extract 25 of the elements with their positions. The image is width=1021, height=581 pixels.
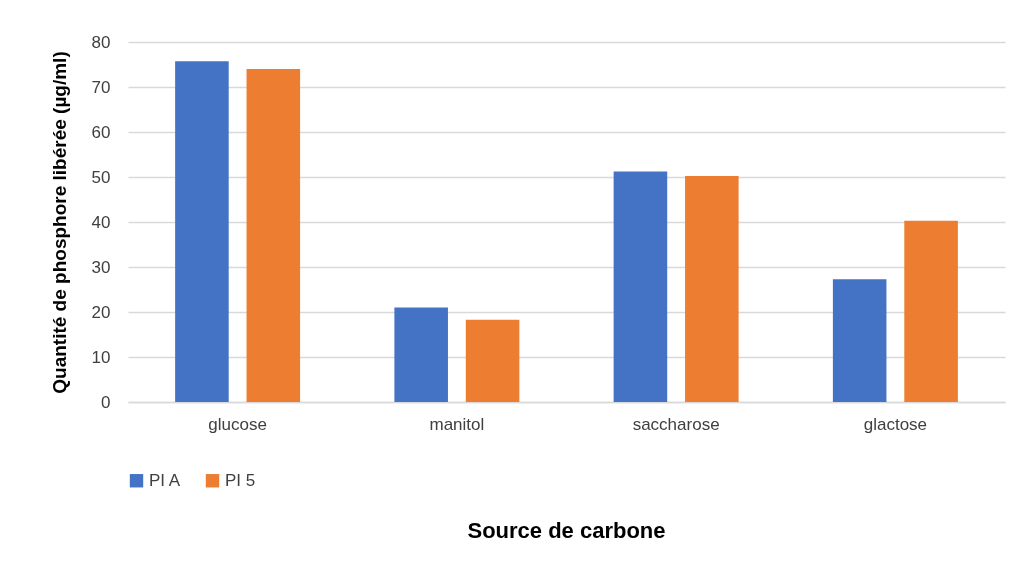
y-tick-label: 50 — [91, 167, 111, 187]
y-axis-title: Quantité de phosphore libérée (µg/ml) — [48, 51, 70, 394]
bar — [904, 220, 958, 402]
y-tick-label: 20 — [91, 302, 111, 322]
y-tick-label: 80 — [91, 32, 111, 52]
legend-label: PI A — [149, 470, 181, 490]
bar — [685, 176, 739, 402]
y-tick-label: 70 — [91, 77, 111, 97]
x-tick-label: saccharose — [632, 414, 720, 434]
bar — [613, 171, 668, 402]
bar — [246, 69, 301, 402]
bar — [175, 61, 229, 402]
y-tick-label: 40 — [91, 212, 111, 232]
x-tick-label: manitol — [429, 414, 485, 434]
legend-label: PI 5 — [225, 470, 256, 490]
x-tick-label: glactose — [863, 414, 928, 434]
bar — [832, 279, 887, 402]
y-tick-label: 60 — [91, 122, 111, 142]
y-tick-label: 30 — [91, 257, 111, 277]
y-tick-label: 0 — [101, 392, 111, 412]
bar — [465, 319, 520, 402]
x-tick-label: glucose — [208, 414, 267, 434]
bar — [394, 307, 448, 402]
x-axis-title: Source de carbone — [467, 518, 666, 543]
y-tick-label: 10 — [91, 347, 111, 367]
